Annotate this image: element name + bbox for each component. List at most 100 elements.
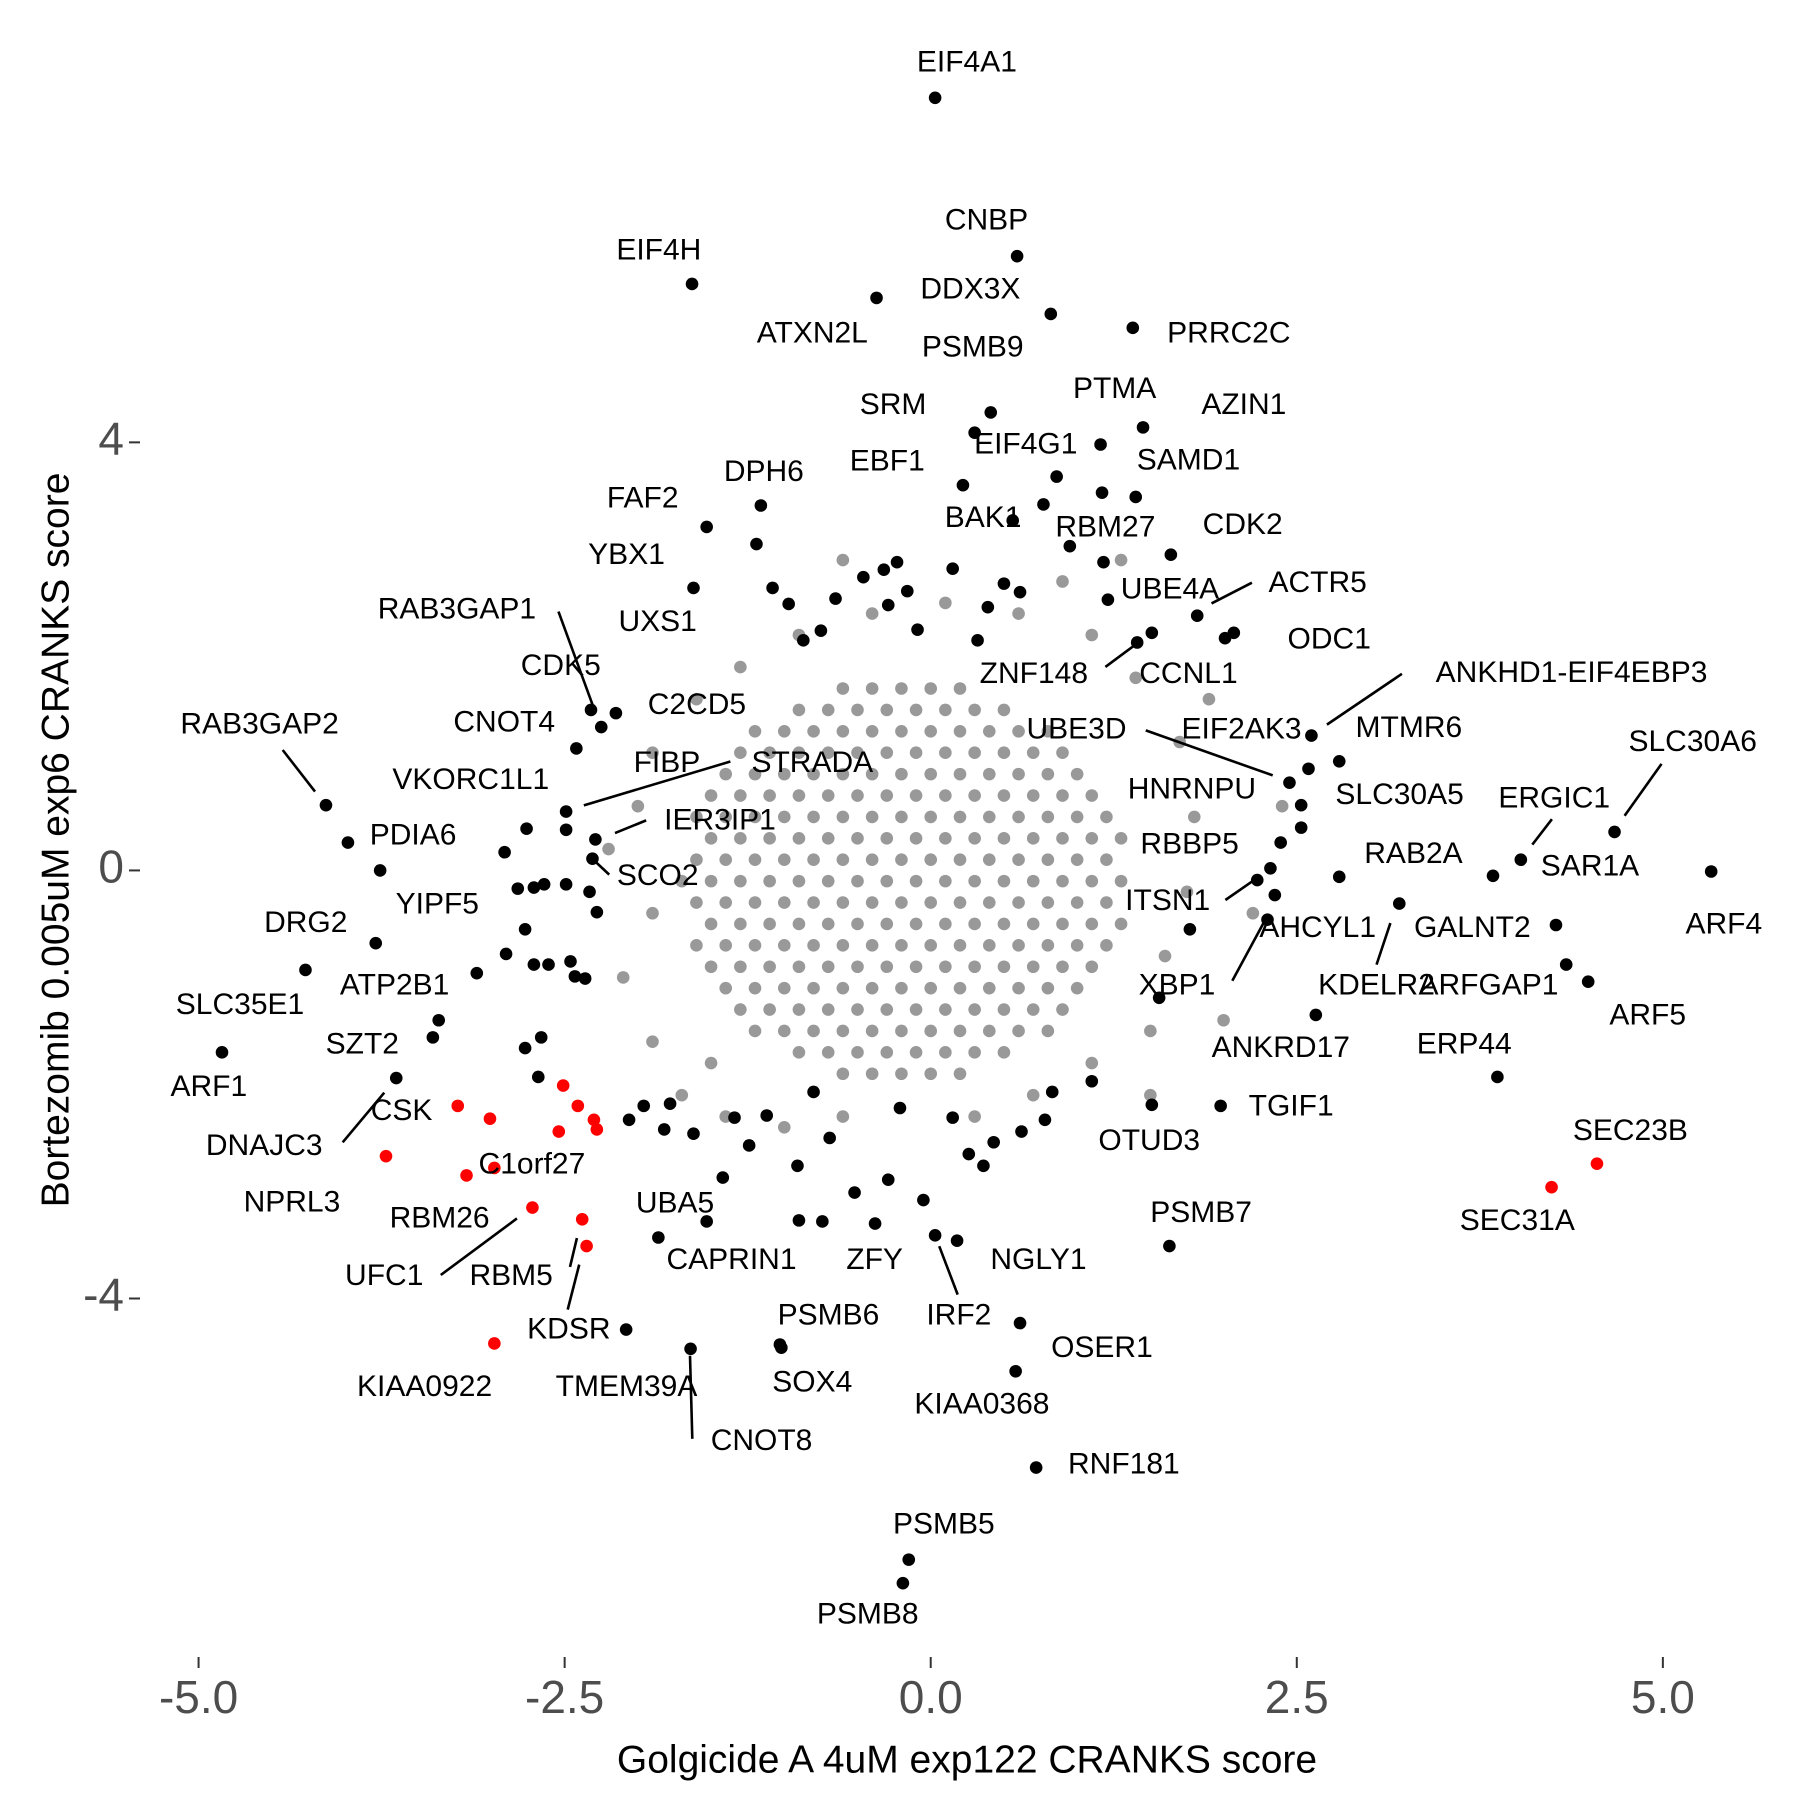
- point: [766, 581, 779, 595]
- point: [880, 917, 894, 931]
- point: [594, 720, 608, 734]
- point: [1070, 939, 1084, 952]
- point: [865, 853, 879, 867]
- point: [704, 789, 718, 802]
- point: [851, 1003, 864, 1016]
- point: [968, 832, 981, 845]
- point-label: RAB3GAP1: [378, 592, 536, 625]
- point-label: ODC1: [1288, 622, 1371, 655]
- point: [836, 1110, 850, 1123]
- point: [968, 1003, 981, 1016]
- point: [836, 1024, 850, 1038]
- point: [953, 1067, 967, 1081]
- point: [836, 939, 850, 952]
- point: [734, 917, 747, 931]
- point: [748, 939, 762, 952]
- point: [997, 746, 1011, 760]
- point: [1012, 853, 1025, 867]
- point-label: UFC1: [345, 1259, 423, 1292]
- point: [821, 789, 835, 802]
- point-label: SRM: [860, 388, 927, 421]
- point: [895, 767, 908, 781]
- point: [939, 874, 952, 888]
- point: [909, 917, 923, 931]
- point: [865, 682, 879, 695]
- point-label: RBM27: [1055, 510, 1155, 543]
- point: [777, 810, 791, 824]
- point: [868, 1217, 882, 1230]
- point: [1164, 548, 1178, 562]
- point: [880, 1003, 894, 1016]
- point: [968, 746, 981, 760]
- point-label: PRRC2C: [1167, 317, 1290, 350]
- x-tick-label: 5.0: [1631, 1671, 1695, 1723]
- point: [1012, 939, 1025, 952]
- point: [836, 810, 850, 824]
- point: [950, 1234, 964, 1248]
- point: [1100, 939, 1113, 952]
- point-label: KIAA0922: [357, 1370, 492, 1403]
- point: [1283, 776, 1296, 789]
- leader-line: [341, 1091, 386, 1144]
- point: [1095, 486, 1109, 499]
- point: [1129, 671, 1143, 685]
- point: [1608, 825, 1621, 839]
- point: [742, 1139, 756, 1152]
- leader-line: [1375, 922, 1392, 966]
- point: [526, 1201, 539, 1214]
- point: [1100, 810, 1113, 824]
- point: [909, 746, 923, 760]
- point: [917, 1193, 930, 1207]
- point: [719, 896, 733, 909]
- point: [1545, 1180, 1558, 1194]
- point: [1094, 438, 1107, 451]
- point: [1026, 917, 1040, 931]
- point: [1294, 821, 1308, 834]
- point: [734, 746, 747, 760]
- point: [821, 874, 835, 888]
- point: [880, 832, 894, 845]
- point: [1486, 869, 1500, 883]
- point: [704, 917, 718, 931]
- point: [568, 970, 582, 983]
- point: [700, 520, 713, 534]
- point: [534, 1031, 548, 1044]
- point: [792, 832, 806, 845]
- point: [488, 1161, 501, 1175]
- point-label: RAB3GAP2: [180, 708, 338, 741]
- point: [890, 555, 904, 569]
- point: [836, 725, 850, 738]
- point: [909, 960, 923, 974]
- point: [564, 955, 577, 968]
- point: [895, 1024, 908, 1038]
- point: [953, 853, 967, 867]
- point: [619, 1323, 633, 1336]
- point: [851, 703, 864, 717]
- point: [816, 1215, 829, 1228]
- point: [1152, 991, 1166, 1005]
- point-label: EIF4G1: [974, 427, 1077, 460]
- point: [1218, 631, 1232, 645]
- point: [646, 1035, 659, 1048]
- point: [763, 960, 776, 974]
- x-tick-label: 0.0: [899, 1671, 963, 1723]
- point: [895, 939, 908, 952]
- leader-line: [1531, 818, 1553, 846]
- point: [821, 960, 835, 974]
- point: [379, 1149, 393, 1163]
- point: [657, 1123, 671, 1136]
- point: [590, 905, 604, 919]
- point: [971, 634, 984, 647]
- point: [836, 767, 850, 781]
- point: [1202, 692, 1216, 706]
- point: [690, 810, 703, 824]
- point: [704, 832, 718, 845]
- point: [997, 960, 1011, 974]
- point: [880, 960, 894, 974]
- point: [1129, 490, 1143, 504]
- leader-line: [1231, 922, 1265, 982]
- point: [865, 896, 879, 909]
- point-label: NPRL3: [244, 1185, 341, 1218]
- point: [1026, 1003, 1040, 1016]
- point: [968, 874, 981, 888]
